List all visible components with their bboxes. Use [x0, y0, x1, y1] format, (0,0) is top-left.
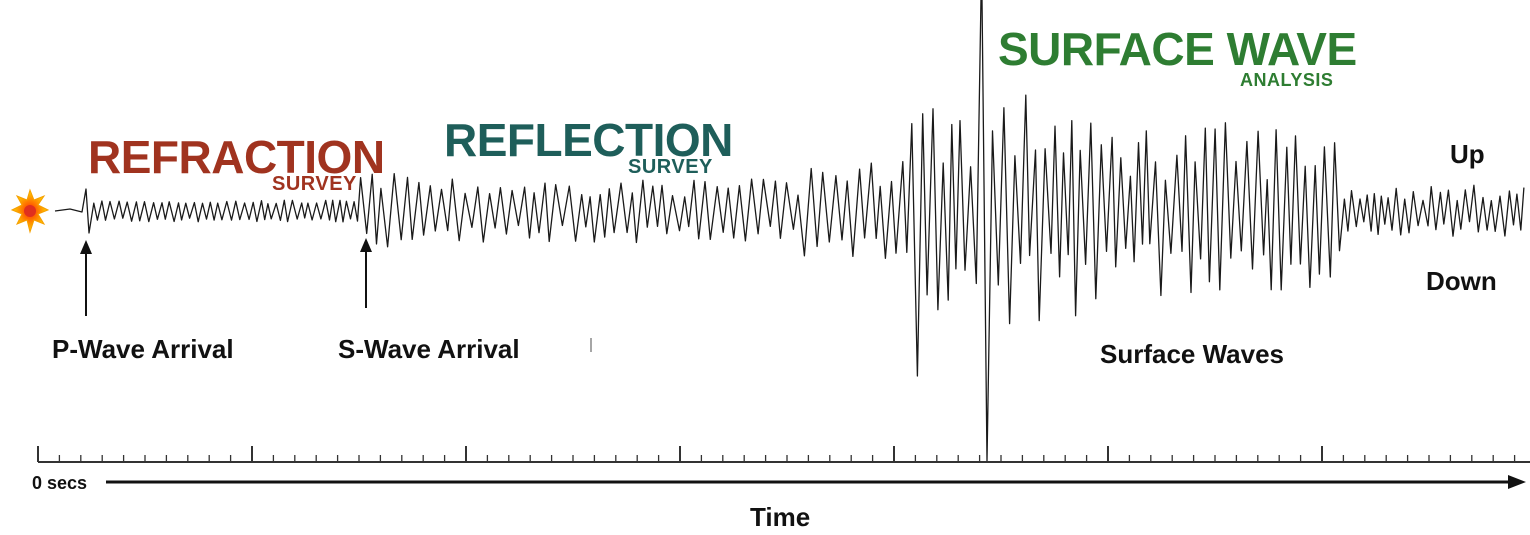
- refraction-subtitle: SURVEY: [272, 173, 357, 195]
- s-wave-arrow: [360, 238, 372, 308]
- up-label: Up: [1450, 139, 1485, 169]
- reflection-title: REFLECTION: [444, 114, 733, 166]
- time-axis-ticks: [37, 446, 1516, 462]
- s-wave-label: S-Wave Arrival: [338, 334, 520, 364]
- seismic-trace: [54, 0, 1525, 462]
- reflection-subtitle: SURVEY: [628, 156, 713, 178]
- time-axis: [37, 446, 1530, 463]
- p-wave-label: P-Wave Arrival: [52, 334, 234, 364]
- arrow-right-icon: [1508, 475, 1526, 489]
- surface-wave-title: SURFACE WAVE: [998, 23, 1357, 75]
- arrow-up-icon: [360, 238, 372, 252]
- arrow-up-icon: [80, 240, 92, 254]
- refraction-title: REFRACTION: [88, 131, 385, 183]
- zero-secs-label: 0 secs: [32, 473, 88, 493]
- p-wave-arrow: [80, 240, 92, 316]
- explosion-icon: [10, 188, 50, 234]
- surface-wave-subtitle: ANALYSIS: [1240, 70, 1334, 90]
- down-label: Down: [1426, 266, 1497, 296]
- time-arrow: [106, 475, 1526, 489]
- surface-waves-label: Surface Waves: [1100, 339, 1285, 369]
- time-label: Time: [750, 502, 811, 532]
